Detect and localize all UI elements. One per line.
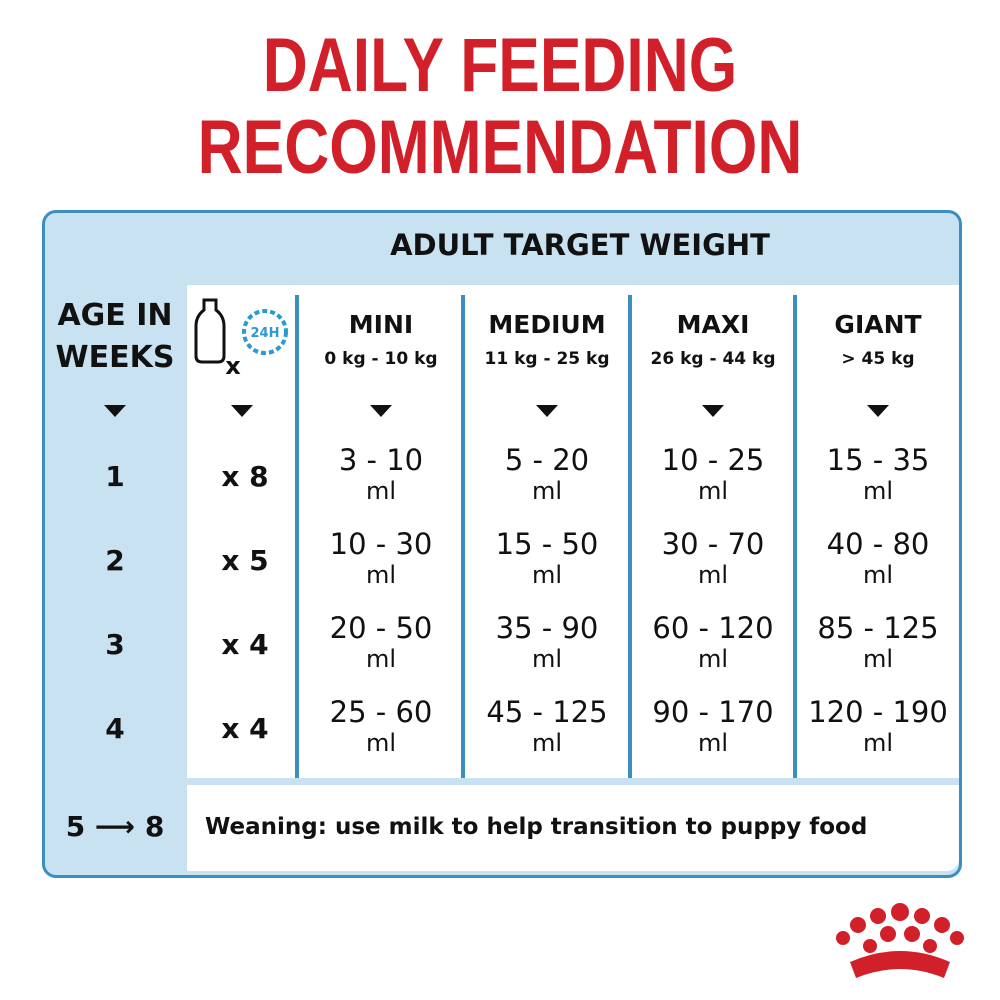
feeds: x 5	[221, 544, 269, 577]
week: 4	[105, 712, 125, 745]
unit: ml	[697, 561, 729, 589]
feeds-icon: 24H x	[194, 298, 288, 380]
unit: ml	[697, 477, 729, 505]
column-name: MAXI	[676, 310, 750, 339]
unit: ml	[365, 561, 397, 589]
amount: 15 - 35	[826, 443, 930, 477]
feeds: x 4	[221, 628, 269, 661]
unit: ml	[365, 477, 397, 505]
header: ADULT TARGET WEIGHT	[390, 228, 770, 262]
amount: 10 - 25	[661, 443, 765, 477]
unit: ml	[697, 729, 729, 757]
amount: 15 - 50	[495, 527, 599, 561]
column-name: MEDIUM	[488, 310, 606, 339]
age-header: WEEKS	[55, 340, 175, 375]
arrow	[370, 405, 392, 417]
age-header: AGE IN	[57, 298, 173, 333]
amount: 25 - 60	[329, 695, 433, 729]
column-range: 0 kg - 10 kg	[324, 349, 438, 369]
arrow	[536, 405, 558, 417]
column-name: MINI	[348, 310, 414, 339]
unit: ml	[862, 729, 894, 757]
footer-row	[187, 785, 959, 871]
feeds: x 4	[221, 712, 269, 745]
unit: ml	[365, 729, 397, 757]
amount: 35 - 90	[495, 611, 599, 645]
week: 1	[105, 460, 125, 493]
column-name: GIANT	[834, 310, 922, 339]
title-line: RECOMMENDATION	[197, 105, 803, 190]
amount: 45 - 125	[486, 695, 608, 729]
amount: 60 - 120	[652, 611, 774, 645]
week: 2	[105, 544, 125, 577]
unit: ml	[531, 645, 563, 673]
amount: 40 - 80	[826, 527, 930, 561]
unit: ml	[531, 561, 563, 589]
column-range: 11 kg - 25 kg	[484, 349, 610, 369]
amount: 85 - 125	[817, 611, 939, 645]
unit: ml	[697, 645, 729, 673]
arrow	[104, 405, 126, 417]
unit: ml	[365, 645, 397, 673]
unit: ml	[531, 729, 563, 757]
amount: 90 - 170	[652, 695, 774, 729]
amount: 20 - 50	[329, 611, 433, 645]
arrow	[867, 405, 889, 417]
column-divider	[793, 295, 797, 778]
arrow	[702, 405, 724, 417]
unit: ml	[862, 645, 894, 673]
amount: 3 - 10	[338, 443, 424, 477]
arrow	[231, 405, 253, 417]
feeds: x 8	[221, 460, 269, 493]
week: 3	[105, 628, 125, 661]
column-range: 26 kg - 44 kg	[650, 349, 776, 369]
unit: ml	[862, 561, 894, 589]
logo	[836, 903, 964, 978]
footer-text: Weaning: use milk to help transition to …	[205, 814, 868, 840]
column-divider	[628, 295, 632, 778]
times-label: x	[225, 352, 241, 380]
amount: 30 - 70	[661, 527, 765, 561]
amount: 10 - 30	[329, 527, 433, 561]
column-divider	[461, 295, 465, 778]
column-divider	[295, 295, 299, 778]
column-range: > 45 kg	[841, 349, 915, 369]
amount: 5 - 20	[504, 443, 590, 477]
clock-label: 24H	[251, 326, 280, 341]
amount: 120 - 190	[808, 695, 948, 729]
footer-week: 5 ⟶ 8	[65, 810, 165, 843]
table-body	[187, 285, 959, 778]
unit: ml	[531, 477, 563, 505]
unit: ml	[862, 477, 894, 505]
title-line: DAILY FEEDING	[262, 23, 738, 108]
